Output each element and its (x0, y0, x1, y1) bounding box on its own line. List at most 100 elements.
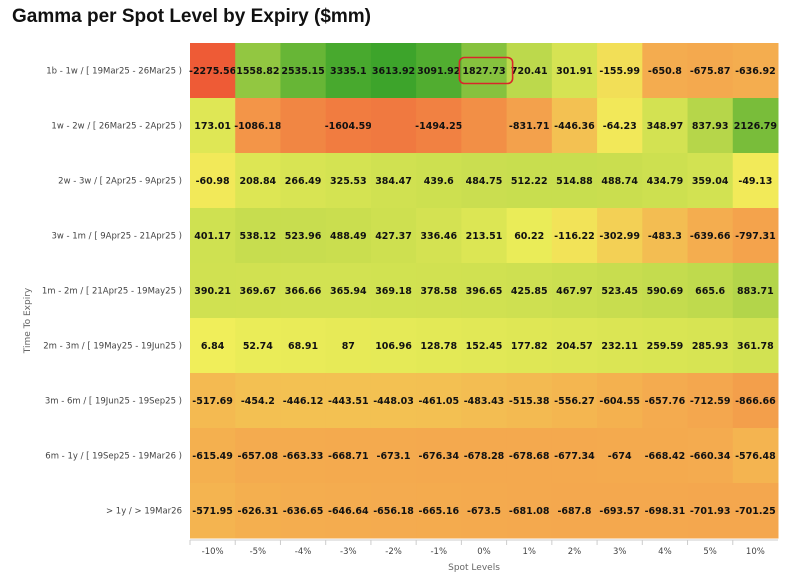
cell-value-label: 434.79 (647, 176, 684, 187)
cell-value-label: 369.67 (240, 286, 277, 297)
heatmap-cell (190, 428, 236, 484)
cell-value-label: 266.49 (285, 176, 322, 187)
heatmap-cell (732, 208, 779, 264)
heatmap-cell (732, 483, 779, 539)
cell-value-label: 365.94 (330, 286, 367, 297)
cell-value-label: -701.25 (735, 506, 776, 517)
heatmap-cell (461, 153, 508, 209)
cell-value-label: 512.22 (511, 176, 548, 187)
heatmap-cell (506, 483, 553, 539)
cell-value-label: 484.75 (466, 176, 503, 187)
cell-value-label: -678.68 (509, 451, 550, 462)
cell-value-label: 2126.79 (734, 121, 777, 132)
heatmap-cell (190, 208, 236, 264)
cell-value-label: -656.18 (373, 506, 414, 517)
heatmap-cell (325, 318, 372, 374)
heatmap-cell (551, 428, 598, 484)
y-tick-label: 3m - 6m / [ 19Jun25 - 19Sep25 ) (45, 397, 182, 407)
heatmap-cell (190, 373, 236, 429)
y-tick-label: 1w - 2w / [ 26Mar25 - 2Apr25 ) (51, 122, 182, 132)
cell-value-label: -663.33 (283, 451, 324, 462)
cell-value-label: 2535.15 (281, 66, 324, 77)
heatmap-cell (461, 483, 508, 539)
cell-value-label: 523.96 (285, 231, 322, 242)
heatmap-cell (461, 263, 508, 319)
heatmap-cell (597, 208, 643, 264)
heatmap-cell (732, 428, 779, 484)
cell-value-label: -446.36 (554, 121, 595, 132)
heatmap-cell (461, 43, 508, 99)
cell-value-label: 396.65 (466, 286, 503, 297)
cell-value-label: -681.08 (509, 506, 550, 517)
heatmap-cell (325, 98, 372, 154)
y-tick-label: 2w - 3w / [ 2Apr25 - 9Apr25 ) (58, 177, 182, 187)
heatmap-cell (235, 373, 281, 429)
cell-value-label: -443.51 (328, 396, 369, 407)
cell-value-label: 665.6 (695, 286, 725, 297)
cell-value-label: -302.99 (599, 231, 640, 242)
cell-value-label: 177.82 (511, 341, 548, 352)
heatmap-cell (597, 373, 643, 429)
cell-value-label: 285.93 (692, 341, 729, 352)
heatmap-cell (687, 43, 734, 99)
x-tick-label: -5% (250, 547, 267, 557)
heatmap-cell (235, 43, 281, 99)
heatmap-cell (190, 43, 236, 99)
cell-value-label: 68.91 (288, 341, 318, 352)
cell-value-label: 384.47 (375, 176, 412, 187)
heatmap-cell (597, 43, 643, 99)
heatmap-cell (642, 483, 689, 539)
cell-value-label: 514.88 (556, 176, 593, 187)
heatmap-cell (416, 208, 462, 264)
cell-value-label: -2275.56 (189, 66, 237, 77)
y-tick-label: 6m - 1y / [ 19Sep25 - 19Mar26 ) (45, 452, 182, 462)
heatmap-cell (235, 263, 281, 319)
heatmap-cell (190, 98, 236, 154)
heatmap-cell (416, 318, 462, 374)
heatmap-cell (506, 373, 553, 429)
heatmap-cell (687, 318, 734, 374)
cell-value-label: -49.13 (738, 176, 772, 187)
cell-value-label: -701.93 (690, 506, 731, 517)
heatmap-cell (687, 483, 734, 539)
y-tick-label: 1m - 2m / [ 21Apr25 - 19May25 ) (42, 287, 182, 297)
cell-value-label: 232.11 (601, 341, 638, 352)
cell-value-label: -678.28 (464, 451, 505, 462)
cell-value-label: -675.87 (690, 66, 731, 77)
heatmap-cell (597, 318, 643, 374)
heatmap-cell (551, 208, 598, 264)
heatmap-cell (280, 98, 327, 154)
heatmap-cell (687, 208, 734, 264)
heatmap-cell (687, 263, 734, 319)
chart-title: Gamma per Spot Level by Expiry ($mm) (12, 6, 372, 27)
cell-value-label: -517.69 (192, 396, 233, 407)
heatmap-cell (461, 373, 508, 429)
cell-value-label: 523.45 (601, 286, 638, 297)
heatmap-cell (280, 318, 327, 374)
x-tick-label: 4% (658, 547, 672, 557)
cell-value-label: -657.76 (645, 396, 686, 407)
heatmap-cell (642, 98, 689, 154)
cell-value-label: 720.41 (511, 66, 548, 77)
heatmap-cell (370, 318, 417, 374)
cell-value-label: -604.55 (599, 396, 640, 407)
cell-value-label: -687.8 (557, 506, 591, 517)
cell-value-label: -646.64 (328, 506, 369, 517)
heatmap-cell (642, 263, 689, 319)
y-tick-label: 1b - 1w / [ 19Mar25 - 26Mar25 ) (46, 67, 182, 77)
heatmap-cell (506, 153, 553, 209)
cell-value-label: 128.78 (420, 341, 457, 352)
heatmap-cell (370, 263, 417, 319)
heatmap-cell (551, 373, 598, 429)
heatmap-cell (325, 153, 372, 209)
y-tick-label: 3w - 1m / [ 9Apr25 - 21Apr25 ) (51, 232, 182, 242)
cell-value-label: 401.17 (194, 231, 231, 242)
cell-value-label: 259.59 (647, 341, 684, 352)
heatmap-cell (370, 428, 417, 484)
heatmap-cell (732, 98, 779, 154)
heatmap-cell (642, 153, 689, 209)
cell-value-label: -454.2 (241, 396, 275, 407)
cell-value-label: 538.12 (240, 231, 277, 242)
heatmap-cell (235, 483, 281, 539)
